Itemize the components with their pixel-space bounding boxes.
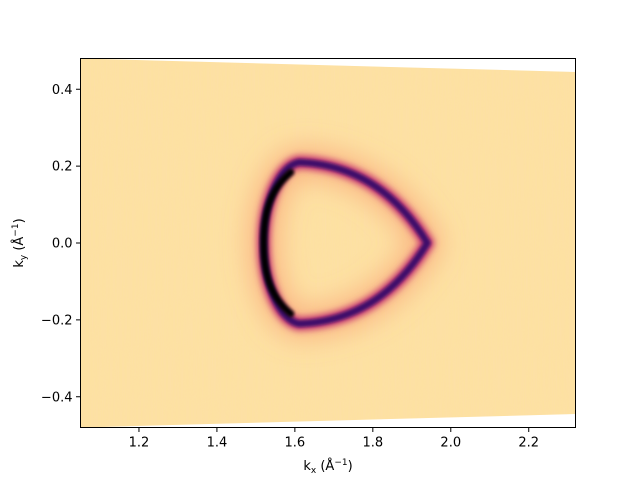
y-tick-label: 0.4: [52, 83, 73, 98]
x-tick-label: 1.4: [207, 436, 228, 451]
y-tick-label: −0.2: [41, 313, 73, 328]
y-tick-label: 0.2: [52, 160, 73, 175]
data-noise-texture: [80, 58, 576, 428]
x-axis-label: kx (Å−1): [303, 458, 352, 476]
fermi-contour-max-intensity-edge: [260, 168, 295, 318]
y-tick-label: 0.0: [52, 237, 73, 252]
x-tick-label: 2.2: [518, 436, 539, 451]
x-axis: 1.2 1.4 1.6 1.8 2.0 2.2: [129, 427, 539, 451]
x-tick-label: 1.2: [129, 436, 150, 451]
x-tick-label: 1.8: [362, 436, 383, 451]
x-tick-label: 1.6: [285, 436, 306, 451]
y-axis: 0.4 0.2 0.0 −0.2 −0.4: [41, 83, 81, 405]
y-axis-label: ky (Å−1): [11, 218, 29, 267]
heatmap-area: [80, 58, 576, 428]
x-tick-label: 2.0: [440, 436, 461, 451]
y-tick-label: −0.4: [41, 390, 73, 405]
